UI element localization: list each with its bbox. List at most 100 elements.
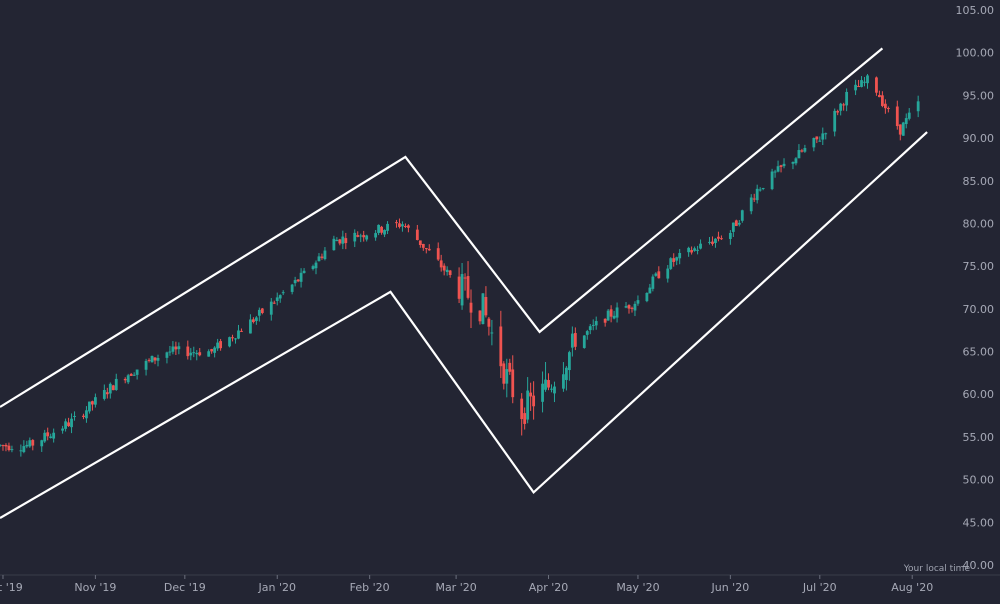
y-tick-label: 65.00 — [963, 346, 995, 359]
candle-body — [609, 309, 613, 317]
candle — [505, 358, 509, 398]
candle-body — [481, 293, 485, 325]
candle-body — [672, 258, 676, 262]
trendlines-group — [0, 47, 928, 519]
candle — [761, 187, 765, 191]
x-tick-label: Oct '19 — [0, 581, 23, 594]
candle — [612, 310, 616, 320]
candle-body — [901, 122, 905, 136]
candle-body — [353, 232, 357, 242]
candle — [31, 439, 35, 451]
candle — [657, 266, 661, 279]
candle — [195, 350, 199, 361]
candle — [737, 219, 741, 227]
candle-body — [398, 223, 401, 227]
candle-body — [290, 284, 294, 292]
y-tick-label: 50.00 — [963, 474, 995, 487]
x-tick-label: Feb '20 — [350, 581, 390, 594]
candle — [237, 324, 240, 340]
candle-body — [484, 296, 488, 316]
candle-body — [800, 150, 804, 152]
candle-body — [111, 385, 115, 391]
candle-body — [135, 369, 139, 375]
candle-body — [323, 250, 327, 260]
candle-body — [302, 270, 306, 274]
candle-body — [836, 111, 840, 113]
candle-body — [91, 401, 94, 405]
candle-body — [320, 256, 324, 258]
candle — [216, 338, 220, 351]
timezone-footer[interactable]: Your local time — [903, 564, 971, 574]
candle-body — [854, 84, 857, 91]
candle-body — [529, 392, 533, 397]
candle — [842, 102, 846, 111]
candle — [207, 349, 211, 357]
candle — [690, 246, 694, 255]
candle — [800, 148, 804, 153]
candle-body — [818, 140, 822, 142]
y-tick-label: 70.00 — [963, 303, 995, 316]
candle-body — [64, 421, 67, 429]
candle-body — [165, 352, 169, 358]
candle-body — [0, 444, 2, 446]
candle — [70, 413, 73, 434]
candle-body — [693, 248, 696, 251]
candle-body — [195, 352, 199, 355]
candle — [594, 316, 598, 330]
candle-body — [603, 318, 607, 323]
candle-body — [502, 363, 506, 384]
candle — [609, 305, 613, 323]
candle — [249, 314, 252, 334]
candle-body — [815, 136, 819, 140]
candle-body — [237, 330, 240, 339]
candle-body — [257, 309, 261, 316]
candle — [803, 144, 807, 153]
candle-body — [415, 229, 419, 240]
candle-body — [505, 369, 509, 384]
candle — [630, 306, 634, 313]
candle — [228, 336, 231, 348]
candle — [91, 400, 94, 411]
candle — [174, 341, 178, 355]
candle — [64, 418, 67, 432]
candle — [734, 219, 738, 227]
candle-body — [338, 239, 342, 244]
trend-line-lower-channel[interactable] — [0, 131, 928, 519]
candle-body — [88, 401, 91, 412]
candle — [28, 437, 32, 448]
candle — [192, 346, 196, 358]
candle-body — [839, 103, 843, 111]
candle-body — [779, 165, 783, 167]
candle — [43, 429, 47, 443]
candle — [251, 317, 255, 324]
candle — [102, 384, 106, 401]
candle-body — [359, 235, 363, 237]
candle-body — [275, 297, 279, 302]
candle — [317, 253, 321, 262]
x-axis: Oct '19 Nov '19 Dec '19 Jan '20 Feb '20 Mar '… — [0, 574, 1000, 594]
candle-body — [731, 222, 735, 232]
candle — [278, 294, 282, 303]
candle — [427, 244, 431, 251]
candle — [404, 223, 407, 229]
candle — [231, 334, 234, 342]
candle-body — [374, 233, 378, 238]
candle — [886, 106, 890, 113]
candle — [720, 235, 723, 240]
candle-body — [216, 342, 220, 349]
candle — [445, 266, 449, 276]
candle — [466, 261, 470, 300]
candle-body — [508, 362, 512, 372]
candle — [687, 246, 691, 257]
candle — [275, 292, 279, 306]
candle — [633, 301, 637, 317]
trend-line-upper-channel[interactable] — [0, 47, 884, 408]
candle-body — [123, 378, 127, 381]
candle — [302, 268, 306, 274]
candle — [150, 355, 154, 363]
candle-body — [144, 360, 148, 370]
candle — [272, 300, 276, 304]
candle-body — [690, 250, 694, 253]
